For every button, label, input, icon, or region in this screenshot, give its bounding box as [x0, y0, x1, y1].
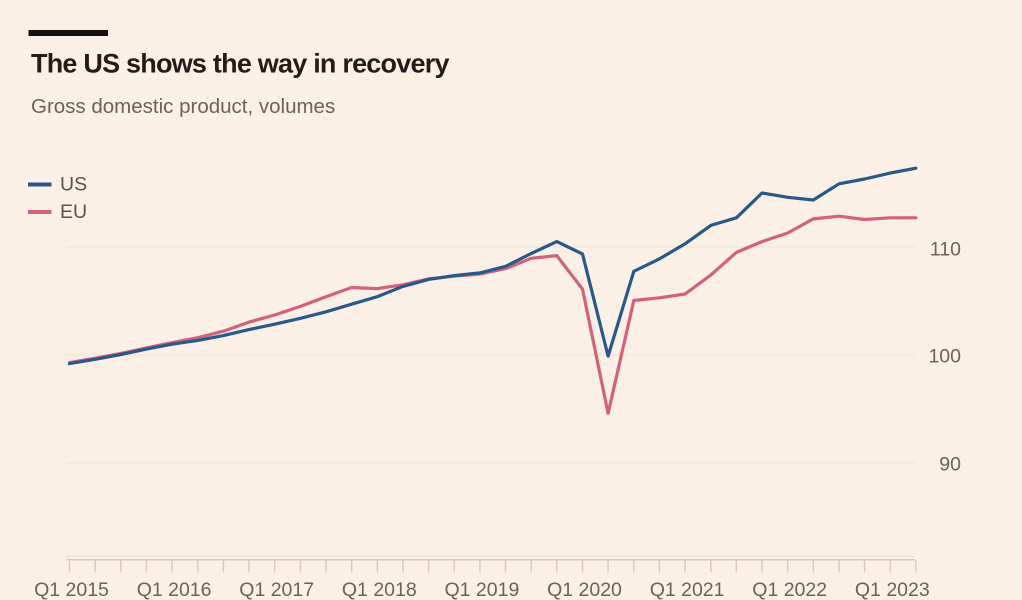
svg-text:EU: EU	[60, 201, 87, 223]
svg-text:100: 100	[928, 346, 961, 368]
svg-text:Q1 2019: Q1 2019	[444, 579, 519, 600]
svg-text:The US shows the way in recove: The US shows the way in recovery	[31, 49, 449, 79]
svg-text:US: US	[60, 174, 87, 196]
svg-text:Q1 2020: Q1 2020	[547, 579, 622, 600]
svg-text:110: 110	[930, 239, 961, 261]
svg-text:Q1 2017: Q1 2017	[239, 579, 314, 600]
svg-text:Q1 2018: Q1 2018	[342, 579, 417, 600]
svg-text:Q1 2021: Q1 2021	[650, 579, 725, 600]
svg-text:90: 90	[939, 454, 961, 476]
svg-text:Gross domestic product, volume: Gross domestic product, volumes	[31, 95, 335, 118]
svg-text:Q1 2023: Q1 2023	[855, 579, 930, 600]
svg-text:Q1 2015: Q1 2015	[34, 579, 109, 600]
svg-text:Q1 2016: Q1 2016	[137, 579, 212, 600]
svg-text:Q1 2022: Q1 2022	[752, 579, 827, 600]
